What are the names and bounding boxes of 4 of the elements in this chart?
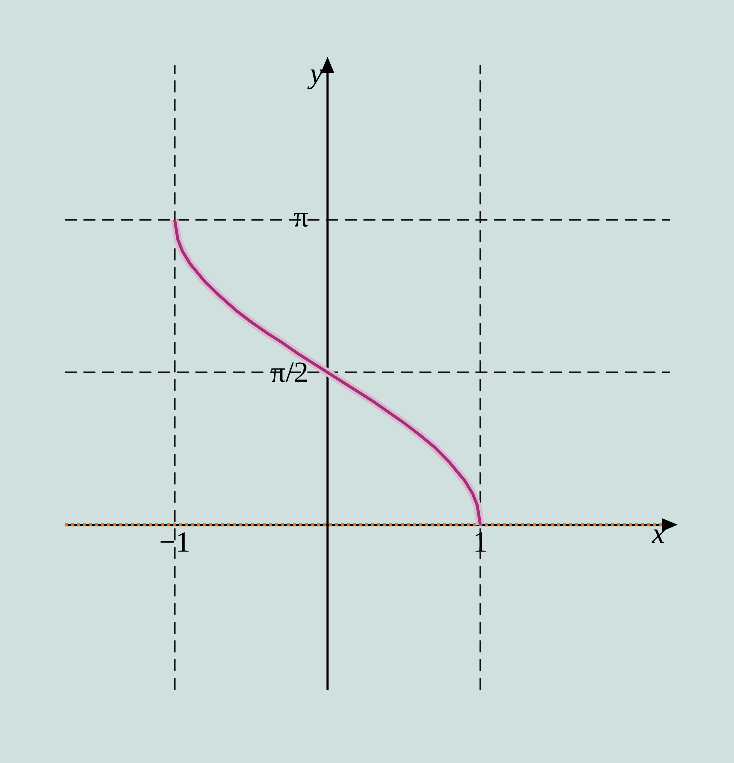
y-axis-title: y: [308, 70, 324, 90]
y-tick-label: π: [294, 213, 308, 227]
x-axis-title: x: [652, 530, 666, 544]
x-tick-label: −1: [160, 532, 189, 552]
